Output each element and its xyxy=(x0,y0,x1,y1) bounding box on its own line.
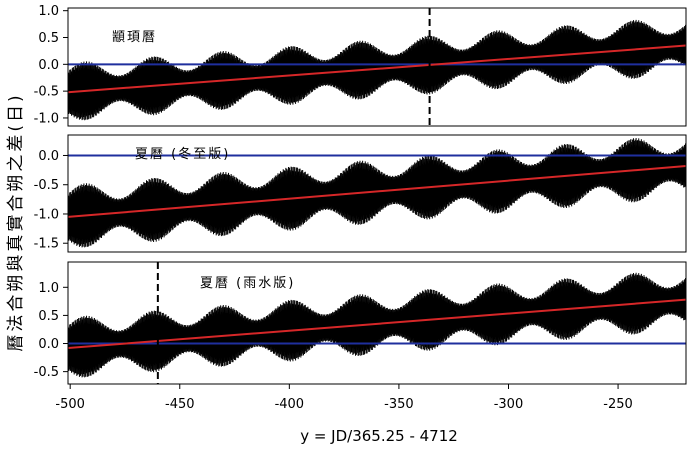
panel-frame xyxy=(67,7,687,127)
y-tick-label: 1.0 xyxy=(38,281,59,296)
y-tick-label: 0.5 xyxy=(38,31,59,46)
x-axis-label: y = JD/365.25 - 4712 xyxy=(300,427,458,445)
panel-3: 1.0 0.5 0.0 -0.5 夏曆 (雨水版) xyxy=(34,261,687,385)
x-tick-label: -300 xyxy=(494,397,524,412)
panel-frame xyxy=(67,134,687,253)
x-tick-label: -250 xyxy=(603,397,633,412)
x-axis: -500 -450 -400 -350 -300 -250 xyxy=(55,384,633,412)
y-tick-label: 0.0 xyxy=(38,149,59,164)
y-tick-label: -0.5 xyxy=(34,178,59,193)
y-tick-label: -1.5 xyxy=(34,237,59,252)
difference-series xyxy=(68,272,686,378)
panel-1: 1.0 0.5 0.0 -0.5 -1.0 顓頊曆 xyxy=(34,4,687,127)
x-tick-label: -450 xyxy=(165,397,195,412)
y-tick-label: 0.5 xyxy=(38,309,59,324)
panel-frame xyxy=(67,261,687,385)
y-tick-label: -0.5 xyxy=(34,85,59,100)
y-tick-label: 1.0 xyxy=(38,4,59,19)
x-tick-label: -350 xyxy=(384,397,414,412)
panel-2: 0.0 -0.5 -1.0 -1.5 夏曆 (冬至版) xyxy=(34,134,687,253)
x-tick-label: -500 xyxy=(55,397,85,412)
chart-panels: 1.0 0.5 0.0 -0.5 -1.0 顓頊曆 0.0 -0.5 -1.0 -1.5 夏曆 (冬… xyxy=(34,4,687,385)
difference-series xyxy=(68,19,686,121)
panel-label: 夏曆 (雨水版) xyxy=(200,276,295,291)
y-axis-label: 曆法合朔與真實合朔之差(日) xyxy=(6,92,26,351)
trend-line xyxy=(68,298,686,350)
panel-label: 夏曆 (冬至版) xyxy=(135,146,230,162)
y-tick-label: -1.0 xyxy=(34,207,59,222)
x-tick-label: -400 xyxy=(275,397,305,412)
trend-line xyxy=(68,165,686,218)
y-tick-label: 0.0 xyxy=(38,337,59,352)
difference-series xyxy=(68,138,686,248)
panel-label: 顓頊曆 xyxy=(112,30,157,45)
y-tick-label: -0.5 xyxy=(34,365,59,380)
y-tick-label: 0.0 xyxy=(38,58,59,73)
trend-line xyxy=(68,44,686,94)
y-tick-label: -1.0 xyxy=(34,111,59,126)
